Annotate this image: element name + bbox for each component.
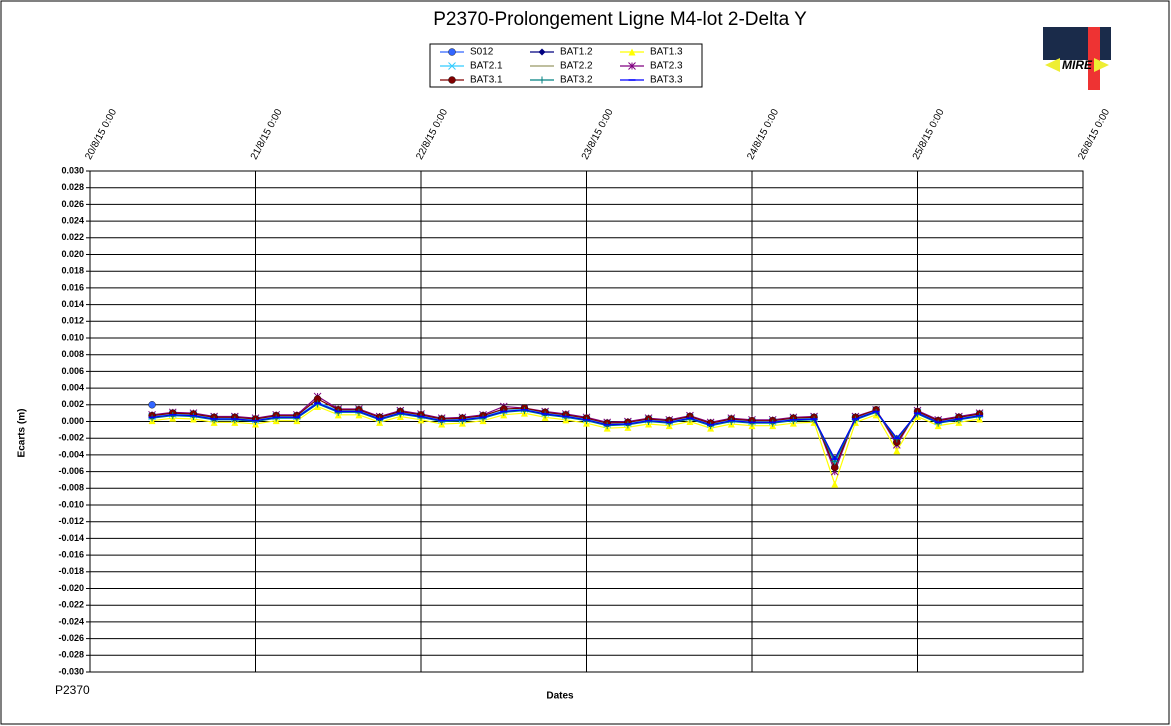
y-tick-label: -0.006 [58, 466, 84, 476]
legend-marker [538, 76, 546, 84]
y-tick-label: 0.016 [61, 282, 84, 292]
footer: P2370 [55, 683, 90, 697]
logo-arrow [1094, 58, 1109, 72]
legend [429, 43, 703, 88]
y-tick-label: -0.026 [58, 633, 84, 643]
legend-marker [538, 48, 546, 56]
y-tick-label: -0.024 [58, 616, 84, 626]
point [665, 419, 673, 427]
legend-marker [448, 48, 456, 56]
y-tick-label: -0.018 [58, 566, 84, 576]
legend-label: BAT2.1 [470, 61, 503, 72]
point [893, 447, 901, 455]
point [603, 422, 611, 430]
y-tick-label: 0.020 [61, 249, 84, 259]
logo-top [1043, 27, 1111, 60]
point [769, 419, 777, 427]
y-tick-label: 0.000 [61, 416, 84, 426]
legend-label: BAT3.3 [650, 75, 683, 86]
logo-text: MIRE [1062, 58, 1093, 72]
legend-label: BAT2.2 [560, 61, 593, 72]
legend-marker [628, 48, 636, 56]
y-tick-label: -0.012 [58, 516, 84, 526]
y-tick-label: 0.024 [61, 215, 84, 225]
y-axis-label: Ecarts (m) [17, 409, 28, 458]
y-tick-label: -0.014 [58, 533, 84, 543]
y-tick-label: 0.008 [61, 349, 84, 359]
y-tick-label: 0.030 [61, 165, 84, 175]
y-tick-label: 0.004 [61, 382, 84, 392]
point [624, 421, 632, 429]
point [376, 416, 384, 424]
series [148, 401, 156, 409]
y-tick-label: -0.002 [58, 433, 84, 443]
point [334, 408, 342, 416]
y-tick-label: 0.006 [61, 366, 84, 376]
point [148, 414, 156, 422]
y-tick-label: 0.010 [61, 332, 84, 342]
point [252, 418, 259, 425]
series [148, 402, 984, 461]
legend-marker [628, 62, 636, 70]
y-tick-label: -0.030 [58, 666, 84, 676]
logo: MIRE [1043, 27, 1111, 90]
point [293, 414, 301, 422]
legend-label: BAT2.3 [650, 61, 683, 72]
legend-label: BAT1.3 [650, 47, 683, 58]
point [231, 416, 239, 424]
logo-arrow [1045, 58, 1060, 72]
y-tick-label: -0.016 [58, 549, 84, 559]
point [831, 480, 839, 488]
y-tick-label: -0.010 [58, 499, 84, 509]
point [707, 422, 715, 430]
y-tick-label: 0.026 [61, 199, 84, 209]
y-tick-label: 0.014 [61, 299, 84, 309]
point [148, 401, 156, 409]
legend-label: S012 [470, 47, 494, 58]
point [438, 418, 446, 425]
legend-label: BAT3.1 [470, 75, 503, 86]
y-tick-label: -0.004 [58, 449, 84, 459]
point [748, 419, 756, 427]
point [458, 417, 466, 425]
point [210, 416, 218, 424]
y-tick-label: 0.002 [61, 399, 84, 409]
point [934, 419, 942, 427]
legend-marker [448, 76, 456, 84]
y-tick-label: 0.012 [61, 316, 84, 326]
legend-label: BAT3.2 [560, 75, 593, 86]
x-axis-label: Dates [546, 691, 574, 702]
legend-label: BAT1.2 [560, 47, 593, 58]
y-tick-label: -0.022 [58, 600, 84, 610]
y-tick-label: 0.018 [61, 266, 84, 276]
y-tick-label: -0.020 [58, 583, 84, 593]
y-tick-label: -0.008 [58, 483, 84, 493]
chart-title: P2370-Prolongement Ligne M4-lot 2-Delta … [433, 9, 807, 30]
y-tick-label: -0.028 [58, 650, 84, 660]
y-tick-label: 0.022 [61, 232, 84, 242]
legend-marker [448, 62, 456, 70]
y-tick-label: 0.028 [61, 182, 84, 192]
